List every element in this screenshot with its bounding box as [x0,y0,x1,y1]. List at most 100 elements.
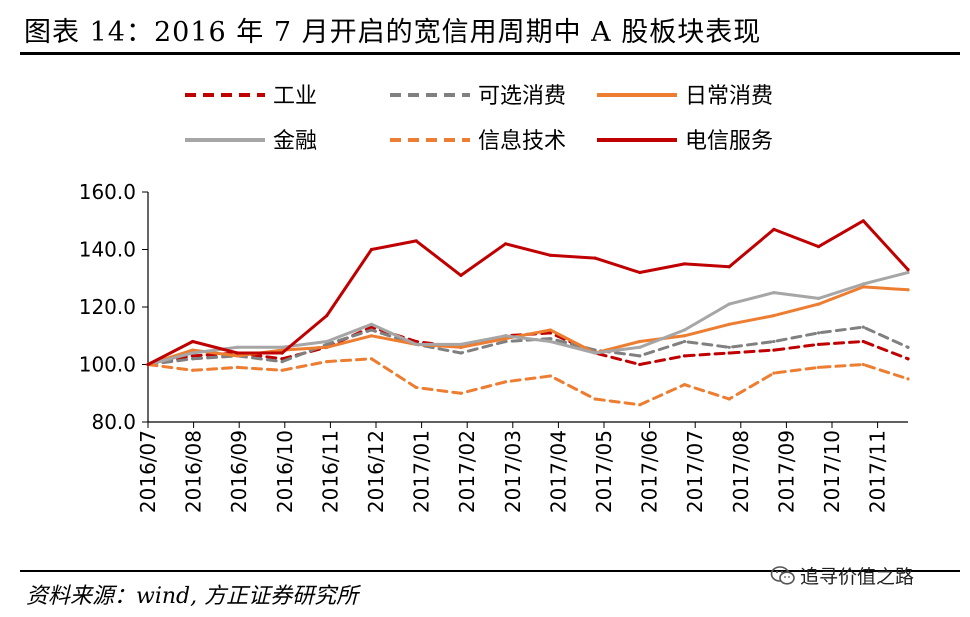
x-tick-label: 2016/07 [136,430,160,513]
data-point [280,357,284,361]
x-tick-label: 2017/05 [592,430,616,513]
data-point [459,273,463,277]
data-point [861,362,865,367]
series-line [146,285,910,366]
data-point [727,265,731,269]
data-point [861,219,865,223]
data-point [906,270,910,275]
data-point [593,256,597,260]
data-point [369,328,374,332]
data-point [459,351,463,355]
legend-label: 可选消费 [478,84,566,109]
data-point [414,385,418,390]
data-point [548,331,553,335]
data-point [146,362,150,367]
data-point [638,339,642,344]
data-point [235,354,239,358]
data-point [638,403,642,407]
data-point [548,374,553,378]
x-tick-label: 2016/12 [364,430,388,513]
data-point [682,328,687,332]
y-tick-label: 100.0 [79,353,136,377]
legend-label: 信息技术 [478,129,566,154]
data-point [817,331,821,335]
x-tick-label: 2016/11 [318,430,342,513]
data-point [369,357,374,361]
data-point [906,345,910,349]
data-point [548,253,553,257]
data-point [325,342,329,346]
data-point [727,351,731,355]
data-point [682,339,687,344]
x-tick-label: 2017/07 [683,430,707,513]
x-tick-label: 2017/08 [729,430,753,513]
data-point [325,339,329,344]
x-tick-label: 2016/08 [182,430,206,513]
data-point [325,345,329,349]
data-point [325,314,329,318]
data-point [638,345,642,349]
data-point [906,268,910,272]
data-point [504,337,508,341]
x-tick-label: 2017/04 [546,430,570,513]
data-point [817,296,821,300]
data-point [861,325,865,329]
data-point [682,383,687,387]
legend-label: 电信服务 [685,129,773,154]
watermark-text: 追寻价值之路 [800,566,915,588]
data-point [861,339,865,344]
series-line [146,271,910,366]
data-point [504,380,508,384]
x-tick-label: 2017/03 [501,430,525,513]
data-point [548,339,553,344]
data-point [682,262,687,266]
data-point [191,339,195,344]
wechat-icon [770,565,795,585]
data-point [414,339,418,344]
data-point [593,397,597,401]
data-point [772,291,776,295]
data-point [504,242,508,246]
x-tick-label: 2016/09 [227,430,251,513]
data-point [459,391,463,395]
watermark: 追寻价值之路 [770,562,914,589]
data-point [280,368,284,372]
data-point [638,362,642,367]
data-point [191,357,195,361]
data-point [593,351,597,355]
data-point [817,302,821,306]
axes: 80.0 100.0 120.0 140.0 160.0 2016/07 2016/08 20… [79,180,908,513]
data-point [727,322,731,326]
data-point [369,247,374,252]
x-tick-label: 2016/10 [273,430,297,513]
data-point [280,360,284,364]
data-point [682,354,687,358]
x-tick-label: 2017/02 [455,430,479,513]
title-rule [20,52,960,55]
data-point [682,334,687,338]
data-point [280,345,284,349]
data-point [817,365,821,369]
data-point [459,345,463,349]
x-tick-label: 2017/09 [774,430,798,513]
data-point [727,302,731,306]
x-tick-label: 2017/06 [638,430,662,513]
data-point [504,339,508,344]
source-note: 资料来源：wind, 方正证券研究所 [26,584,359,609]
data-point [548,337,553,341]
data-point [772,348,776,352]
data-point [772,227,776,231]
data-point [414,239,418,243]
series-line [146,357,910,407]
data-point [325,360,329,364]
data-point [772,339,776,344]
data-point [772,371,776,375]
data-point [906,357,910,361]
data-point [906,377,910,381]
data-point [861,282,865,286]
data-point [593,348,597,352]
data-point [638,354,642,358]
x-tick-label: 2017/10 [820,430,844,513]
data-point [280,351,284,355]
